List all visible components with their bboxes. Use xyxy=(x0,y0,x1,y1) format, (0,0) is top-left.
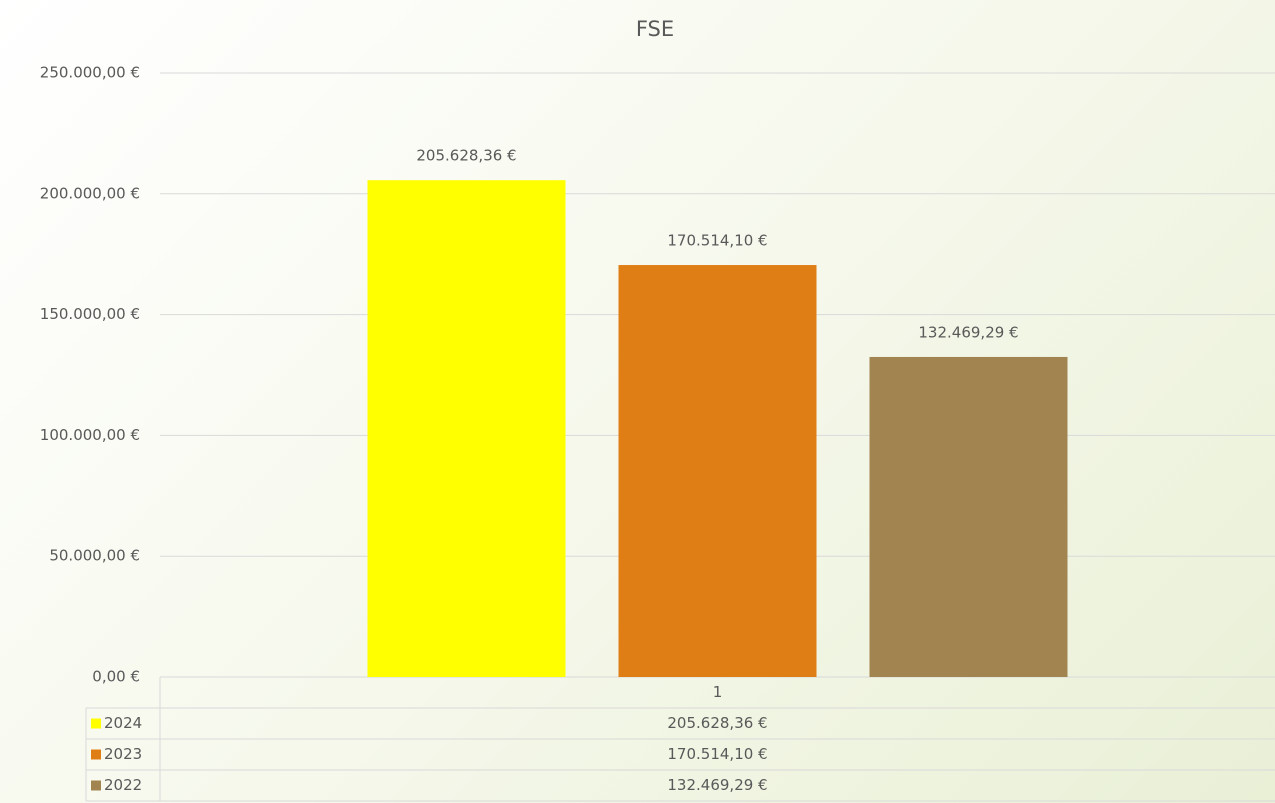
legend-label: 2024 xyxy=(104,714,142,732)
table-value: 170.514,10 € xyxy=(667,745,767,763)
y-tick-label: 200.000,00 € xyxy=(40,184,140,202)
bar xyxy=(869,356,1068,677)
chart-title: FSE xyxy=(636,17,674,41)
y-tick-label: 50.000,00 € xyxy=(49,547,140,565)
legend-label: 2022 xyxy=(104,776,142,794)
table-value: 132.469,29 € xyxy=(667,776,767,794)
y-tick-label: 100.000,00 € xyxy=(40,426,140,444)
bar xyxy=(618,265,817,677)
table-value: 205.628,36 € xyxy=(667,714,767,732)
legend-key xyxy=(91,780,101,791)
y-tick-label: 250.000,00 € xyxy=(40,64,140,82)
y-tick-label: 0,00 € xyxy=(92,668,140,686)
y-tick-label: 150.000,00 € xyxy=(40,305,140,323)
data-label: 170.514,10 € xyxy=(667,232,767,250)
data-label: 132.469,29 € xyxy=(918,323,1018,341)
x-tick-label: 1 xyxy=(713,683,723,701)
legend-key xyxy=(91,718,101,729)
bar xyxy=(367,180,566,677)
legend-key xyxy=(91,749,101,760)
legend-label: 2023 xyxy=(104,745,142,763)
data-label: 205.628,36 € xyxy=(416,147,516,165)
